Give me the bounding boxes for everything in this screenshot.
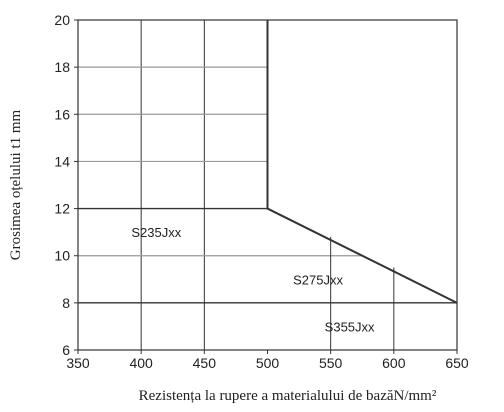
region-label: S235Jxx <box>131 225 181 240</box>
y-tick-label: 14 <box>54 153 70 169</box>
x-tick-label: 400 <box>129 355 153 371</box>
y-tick-label: 18 <box>54 59 70 75</box>
x-tick-label: 650 <box>445 355 469 371</box>
y-axis-label: Grosimea oțelului t1 mm <box>8 109 24 260</box>
region-label: S355Jxx <box>325 319 375 334</box>
y-tick-label: 16 <box>54 106 70 122</box>
x-tick-label: 600 <box>382 355 406 371</box>
x-tick-label: 350 <box>66 355 90 371</box>
region-labels: S235Jxx S275Jxx S355Jxx <box>131 225 375 334</box>
x-tick-label: 500 <box>256 355 280 371</box>
y-tick-label: 8 <box>62 295 70 311</box>
y-tick-label: 20 <box>54 12 70 28</box>
y-tick-label: 12 <box>54 201 70 217</box>
x-tick-label: 550 <box>319 355 343 371</box>
x-axis-label: Rezistența la rupere a materialului de b… <box>139 388 437 404</box>
grid <box>78 20 395 350</box>
boundaries <box>78 20 458 304</box>
tick-labels: 350 400 450 500 550 600 650 6 8 10 12 14 16 18 20 <box>54 12 468 371</box>
y-tick-label: 6 <box>62 342 70 358</box>
boundary-line <box>266 20 458 304</box>
y-tick-label: 10 <box>54 248 70 264</box>
region-label: S275Jxx <box>293 272 343 287</box>
x-tick-label: 450 <box>193 355 217 371</box>
